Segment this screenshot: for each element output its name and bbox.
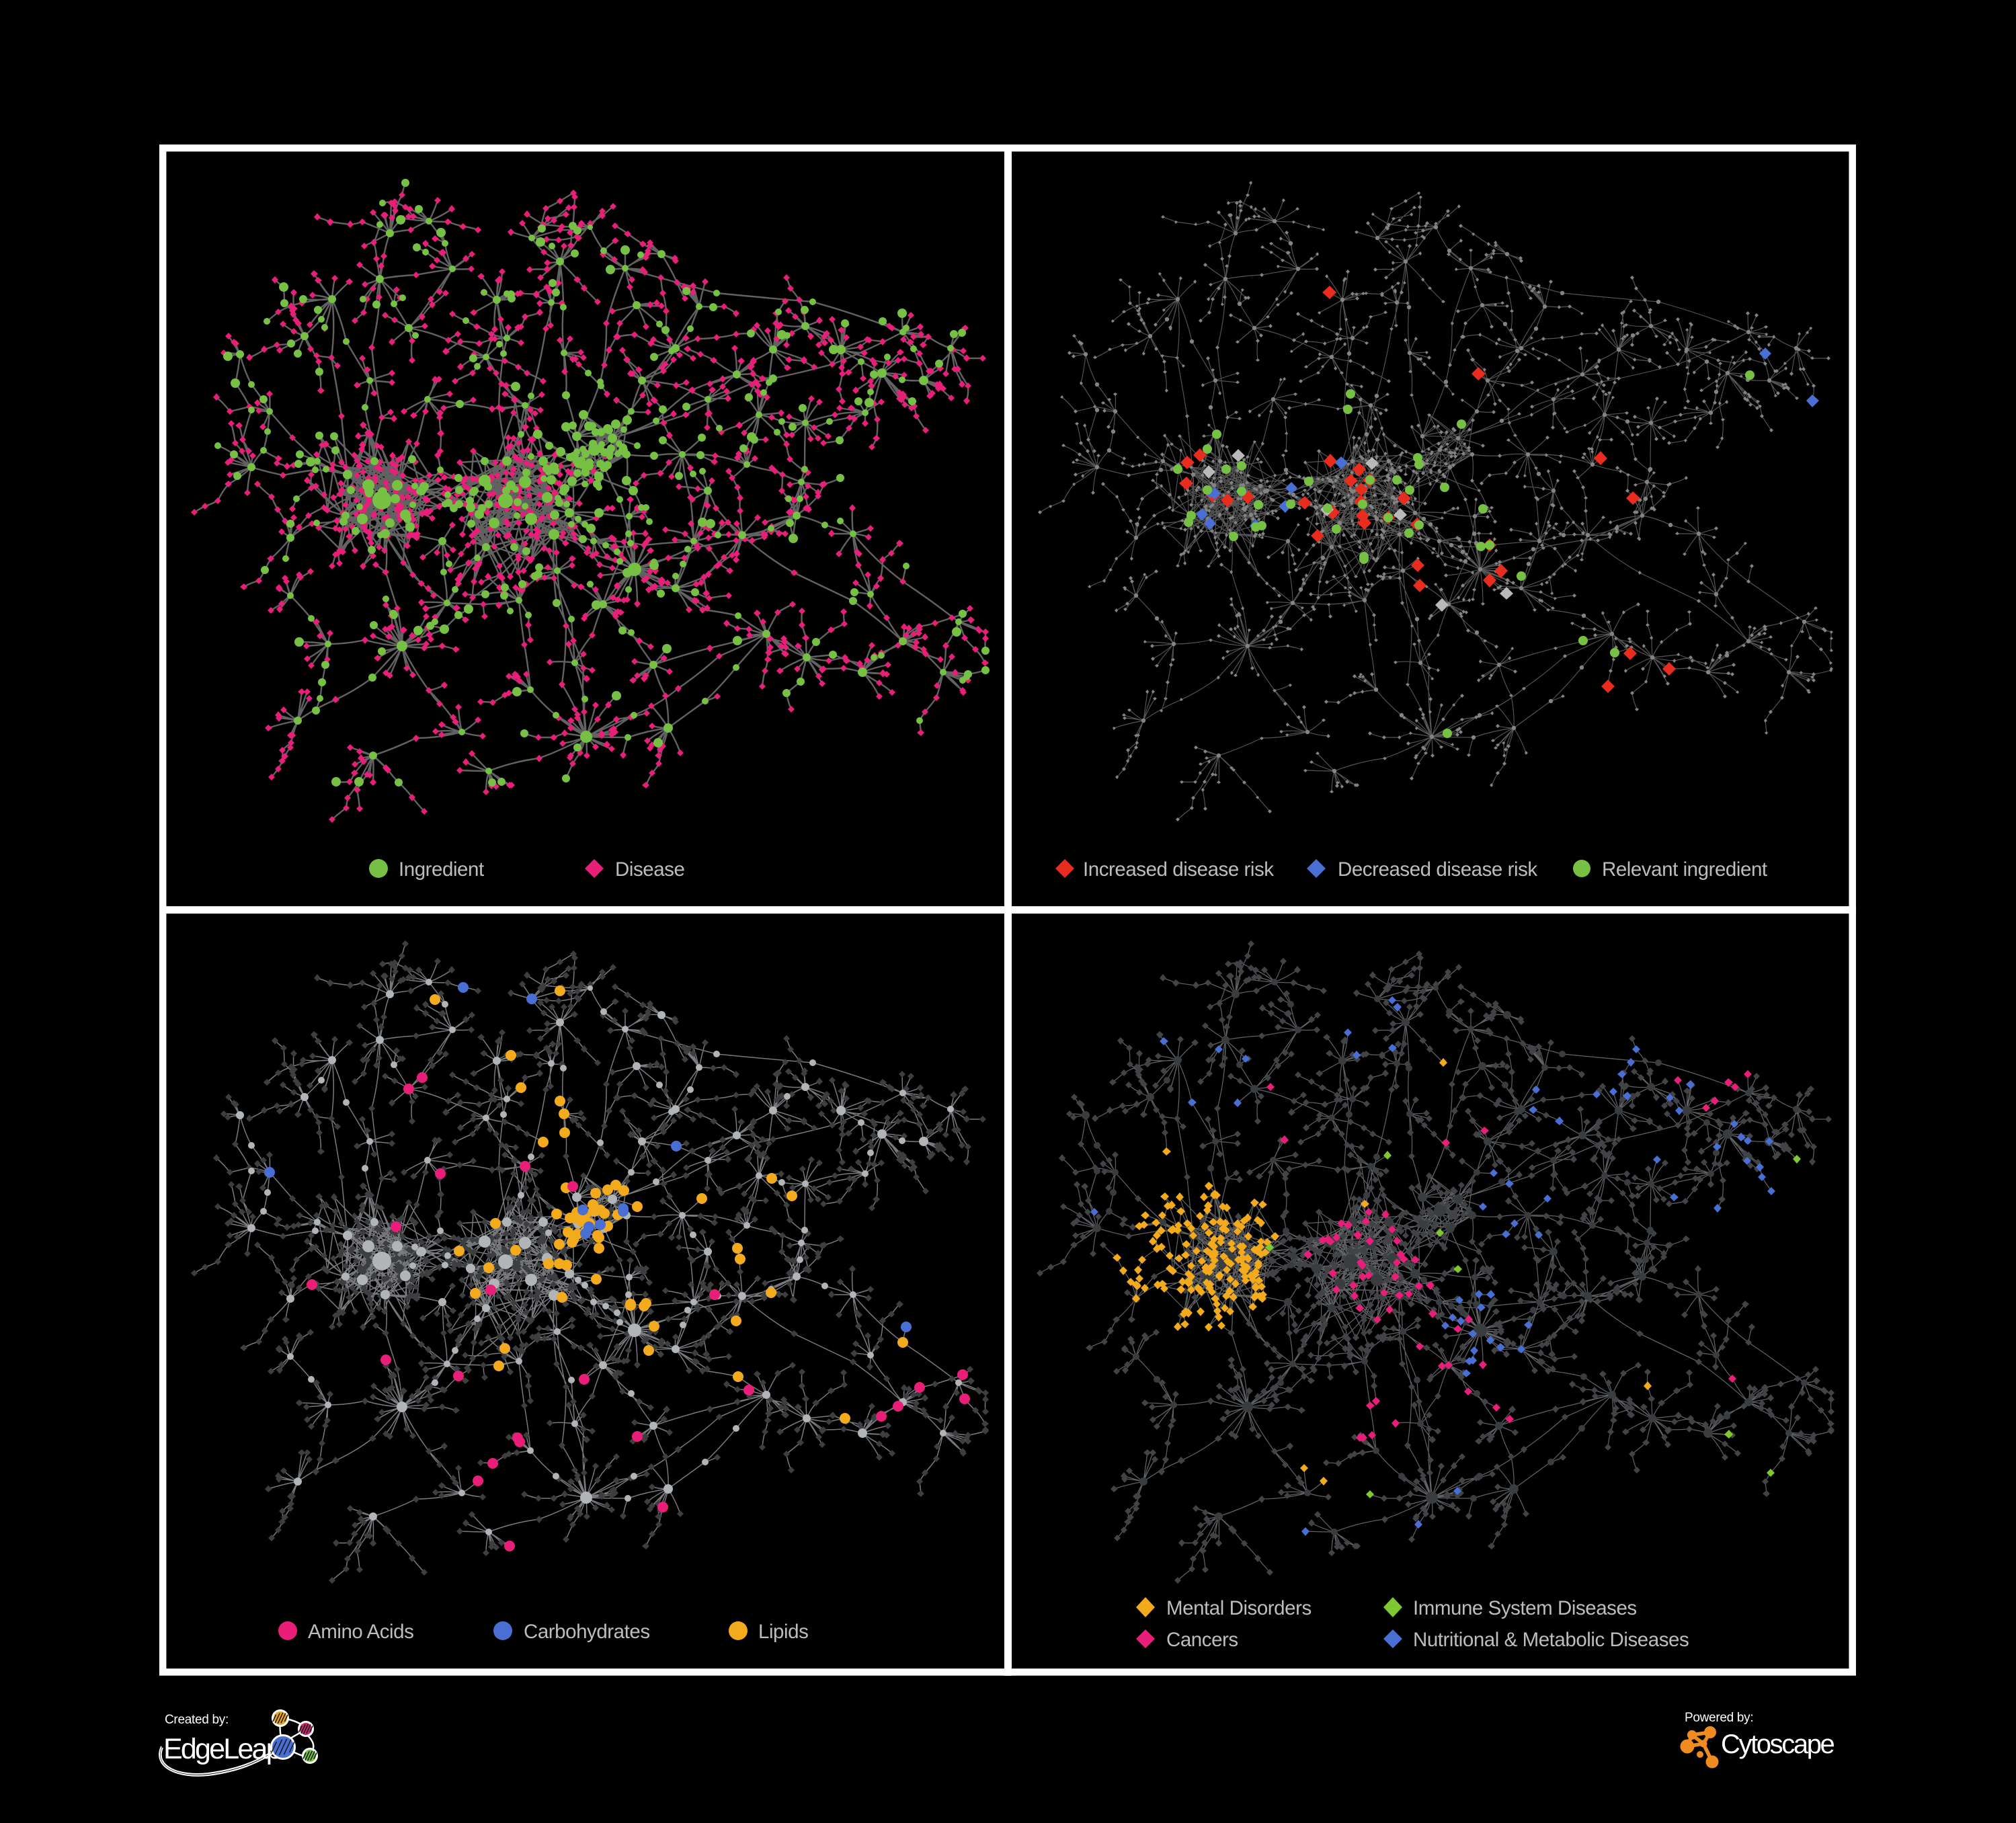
svg-text:Ingredient: Ingredient (399, 858, 484, 881)
svg-text:Cancers: Cancers (1166, 1629, 1238, 1651)
svg-text:Decreased disease risk: Decreased disease risk (1338, 858, 1537, 881)
svg-text:Relevant ingredient: Relevant ingredient (1602, 858, 1767, 881)
svg-text:Powered by:: Powered by: (1685, 1711, 1753, 1725)
svg-text:Nutritional & Metabolic Diseas: Nutritional & Metabolic Diseases (1413, 1629, 1689, 1651)
svg-text:Cytoscape: Cytoscape (1721, 1730, 1834, 1759)
svg-text:Lipids: Lipids (758, 1621, 808, 1643)
svg-text:Amino Acids: Amino Acids (308, 1621, 413, 1643)
svg-text:Mental Disorders: Mental Disorders (1166, 1597, 1312, 1619)
svg-text:Created by:: Created by: (165, 1713, 229, 1727)
svg-text:Disease: Disease (615, 858, 684, 881)
svg-text:Increased disease risk: Increased disease risk (1083, 858, 1274, 881)
svg-text:EdgeLeap: EdgeLeap (163, 1733, 282, 1765)
svg-text:Immune System Diseases: Immune System Diseases (1413, 1597, 1637, 1619)
svg-text:Carbohydrates: Carbohydrates (524, 1621, 650, 1643)
